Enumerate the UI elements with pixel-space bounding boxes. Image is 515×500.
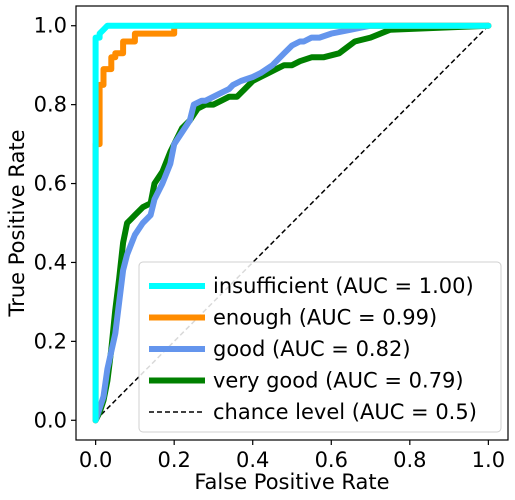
x-tick-label: 0.4 xyxy=(236,448,269,472)
y-tick-label: 0.2 xyxy=(34,329,67,353)
y-tick-label: 0.0 xyxy=(34,408,67,432)
legend-label: enough (AUC = 0.99) xyxy=(213,306,437,330)
legend-label: very good (AUC = 0.79) xyxy=(213,369,464,393)
y-tick-label: 0.6 xyxy=(34,172,67,196)
y-tick-label: 1.0 xyxy=(34,14,67,38)
legend-label: chance level (AUC = 0.5) xyxy=(213,400,477,424)
legend: insufficient (AUC = 1.00) enough (AUC = 0… xyxy=(139,262,501,432)
y-tick-label: 0.4 xyxy=(34,250,67,274)
legend-label: good (AUC = 0.82) xyxy=(213,337,411,361)
x-axis-label: False Positive Rate xyxy=(194,470,389,494)
x-tick-label: 1.0 xyxy=(472,448,505,472)
x-tick-label: 0.0 xyxy=(79,448,112,472)
y-tick-label: 0.8 xyxy=(34,93,67,117)
x-tick-label: 0.6 xyxy=(315,448,348,472)
legend-label: insufficient (AUC = 1.00) xyxy=(213,274,474,298)
x-tick-label: 0.2 xyxy=(157,448,190,472)
x-tick-label: 0.8 xyxy=(393,448,426,472)
y-axis-label: True Positive Rate xyxy=(5,129,29,317)
